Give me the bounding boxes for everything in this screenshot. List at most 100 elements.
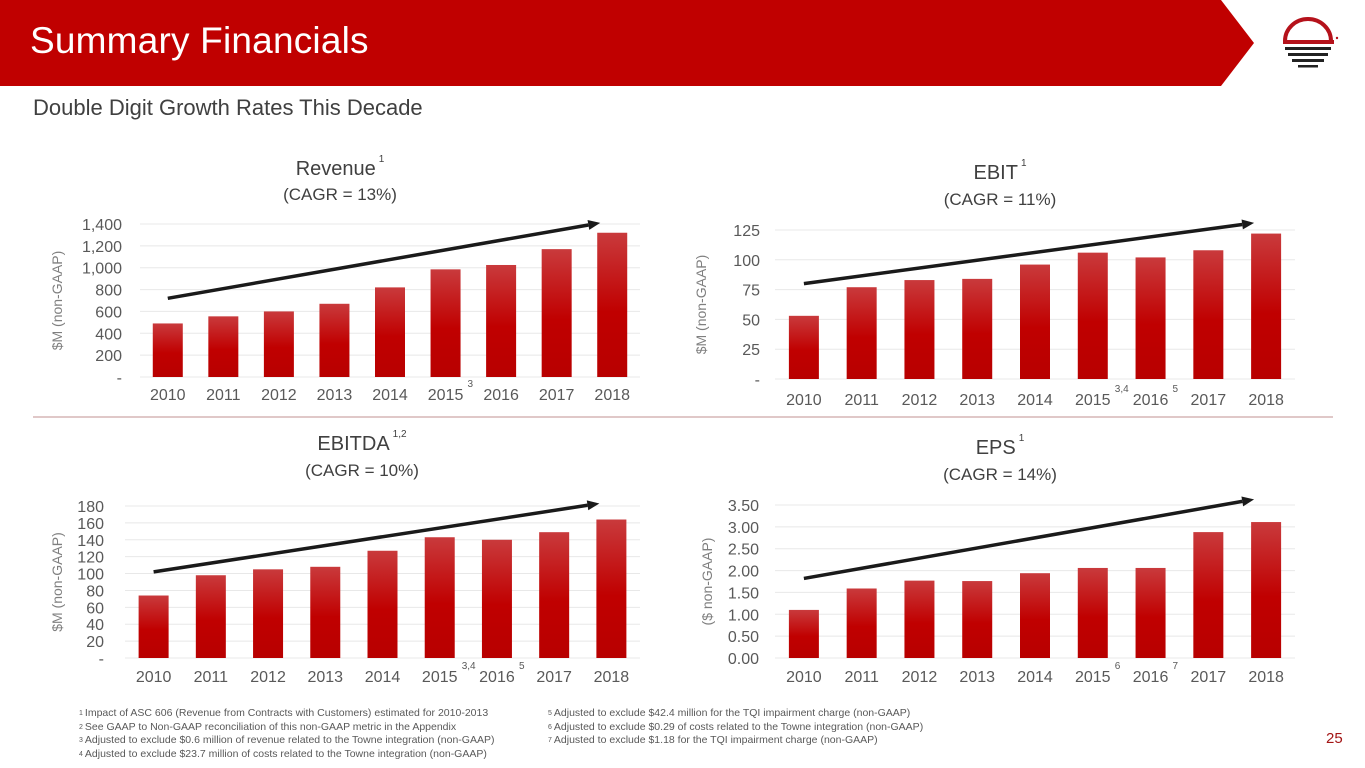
footnote: 6 Adjusted to exclude $0.29 of costs rela…: [548, 721, 923, 735]
footnote-text: Adjusted to exclude $0.6 million of reve…: [84, 734, 495, 746]
footnote: 1 Impact of ASC 606 (Revenue from Contrac…: [79, 707, 494, 721]
bar-2011: [208, 316, 239, 377]
section-divider: [33, 416, 1333, 418]
footnote-number: 7: [548, 737, 552, 744]
chart-plot: 0.00 0.50 1.00 1.50 2.00 2.50 3.00 3.50 ($ non-G…: [699, 496, 1295, 686]
footnote-text: Adjusted to exclude $42.4 million for th…: [553, 707, 911, 719]
x-tick-label: 2017: [536, 669, 572, 686]
bar-2010: [788, 315, 819, 379]
x-tick-label: 2010: [786, 669, 822, 686]
company-logo-icon: [1276, 14, 1342, 70]
x-tick-footnote-ref: 5: [519, 661, 525, 672]
bar-2012: [904, 280, 935, 379]
bar-2017: [1193, 250, 1224, 379]
y-axis-title: $M (non-GAAP): [49, 532, 65, 632]
footnote-ref: 1: [1018, 433, 1025, 444]
y-tick-label: 1,200: [82, 239, 122, 256]
y-tick-label: 2.50: [728, 542, 759, 559]
bar-2016: [486, 264, 517, 377]
footnote: 2 See GAAP to Non-GAAP reconciliation of …: [79, 721, 494, 735]
y-tick-label: 75: [742, 283, 760, 300]
bar-2011: [846, 588, 877, 658]
x-tick-label: 2013: [959, 392, 995, 409]
chart-plot: - 200 400 600 800 1,000 1,200 1,400 $M (non-GAAP…: [49, 217, 640, 404]
x-tick-label: 2015: [422, 669, 458, 686]
x-tick-footnote-ref: 5: [1173, 384, 1179, 395]
bar-2013: [310, 566, 341, 658]
x-tick-label: 2018: [594, 669, 630, 686]
chart-title-text: EBITDA: [317, 433, 390, 455]
y-tick-label: 1,400: [82, 217, 122, 234]
chart-cagr-subtitle: (CAGR = 14%): [943, 465, 1057, 484]
bar-2014: [1020, 573, 1050, 658]
chart-cagr-subtitle: (CAGR = 10%): [305, 461, 419, 480]
bar-2017: [539, 532, 570, 658]
bar-2013: [962, 581, 993, 658]
page-title: Summary Financials: [30, 20, 369, 61]
ebitda-chart: EBITDA 1,2 (CAGR = 10%) -20 40 60 80 100 120 140 1…: [0, 425, 660, 690]
footnote-ref: 1: [1020, 158, 1027, 169]
bar-2018: [1251, 233, 1282, 379]
bar-2010: [138, 595, 169, 658]
bar-2012: [253, 569, 284, 658]
footnote-text: Adjusted to exclude $0.29 of costs relat…: [553, 720, 924, 733]
y-tick-label: 3.00: [728, 520, 759, 537]
footnote-number: 5: [548, 710, 552, 717]
footnote: 4 Adjusted to exclude $23.7 million of co…: [79, 748, 494, 762]
trend-arrow-head-icon: [586, 500, 600, 511]
x-tick-label: 2017: [539, 387, 575, 404]
bar-2013: [962, 278, 993, 379]
x-tick-label: 2013: [959, 669, 995, 686]
y-tick-label: 80: [86, 583, 104, 600]
y-tick-label: 120: [77, 550, 104, 567]
ebit-chart: EBIT 1 (CAGR = 11%) - 25 50 75 100 125 $M (non-GA…: [680, 150, 1365, 415]
trend-arrow-line: [803, 499, 1243, 581]
x-tick-label: 2013: [307, 669, 343, 686]
bar-2013: [319, 303, 350, 377]
y-tick-label: 180: [77, 499, 104, 516]
footnote: 5 Adjusted to exclude $42.4 million for t…: [548, 707, 923, 721]
bar-2015: [430, 269, 461, 377]
chart-cagr-subtitle: (CAGR = 13%): [283, 185, 397, 204]
x-tick-label: 2010: [786, 392, 822, 409]
x-tick-label: 2017: [1191, 392, 1227, 409]
trend-arrow-line: [803, 222, 1243, 286]
y-tick-label: -: [99, 651, 104, 668]
bar-2018: [597, 232, 628, 377]
x-tick-label: 2015: [1075, 669, 1111, 686]
y-tick-label: 400: [95, 326, 122, 343]
x-tick-label: 2011: [844, 392, 879, 409]
y-tick-label: 800: [95, 283, 122, 300]
y-tick-label: 0.00: [728, 651, 759, 668]
chart-title: EPS 1: [900, 433, 1100, 460]
chart-title: Revenue 1: [240, 154, 440, 181]
x-tick-label: 2012: [261, 387, 297, 404]
footnote-number: 4: [79, 750, 83, 758]
y-tick-label: 20: [86, 634, 104, 651]
x-tick-footnote-ref: 6: [1115, 661, 1121, 672]
chart-plot: - 25 50 75 100 125 $M (non-GAAP) 2010 2011 2012 20…: [693, 219, 1295, 409]
bar-2017: [1193, 532, 1224, 658]
x-tick-label: 2017: [1191, 669, 1227, 686]
footnote: 3 Adjusted to exclude $0.6 million of rev…: [79, 734, 494, 748]
eps-chart: EPS 1 (CAGR = 14%) 0.00 0.50 1.00 1.50 2.00 2.50…: [680, 425, 1365, 690]
y-tick-label: 0.50: [728, 629, 759, 646]
footnote-text: Adjusted to exclude $1.18 for the TQI im…: [553, 734, 878, 746]
x-tick-label: 2014: [365, 669, 401, 686]
bar-2018: [1251, 522, 1282, 658]
footnotes-left: 1 Impact of ASC 606 (Revenue from Contrac…: [79, 707, 494, 761]
bar-2015: [1077, 252, 1108, 379]
trend-arrow-line: [167, 223, 589, 301]
header-banner: Summary Financials: [0, 0, 1256, 86]
x-tick-label: 2016: [479, 669, 515, 686]
bar-2014: [367, 550, 398, 658]
bar-2018: [596, 519, 627, 658]
x-tick-label: 2016: [1133, 392, 1169, 409]
y-tick-label: 160: [77, 516, 104, 533]
chart-title-text: EPS: [975, 437, 1016, 459]
bar-2016: [1135, 567, 1166, 658]
bar-2010: [152, 323, 183, 377]
chart-cagr-subtitle: (CAGR = 11%): [943, 190, 1057, 209]
y-tick-label: 100: [77, 567, 104, 584]
